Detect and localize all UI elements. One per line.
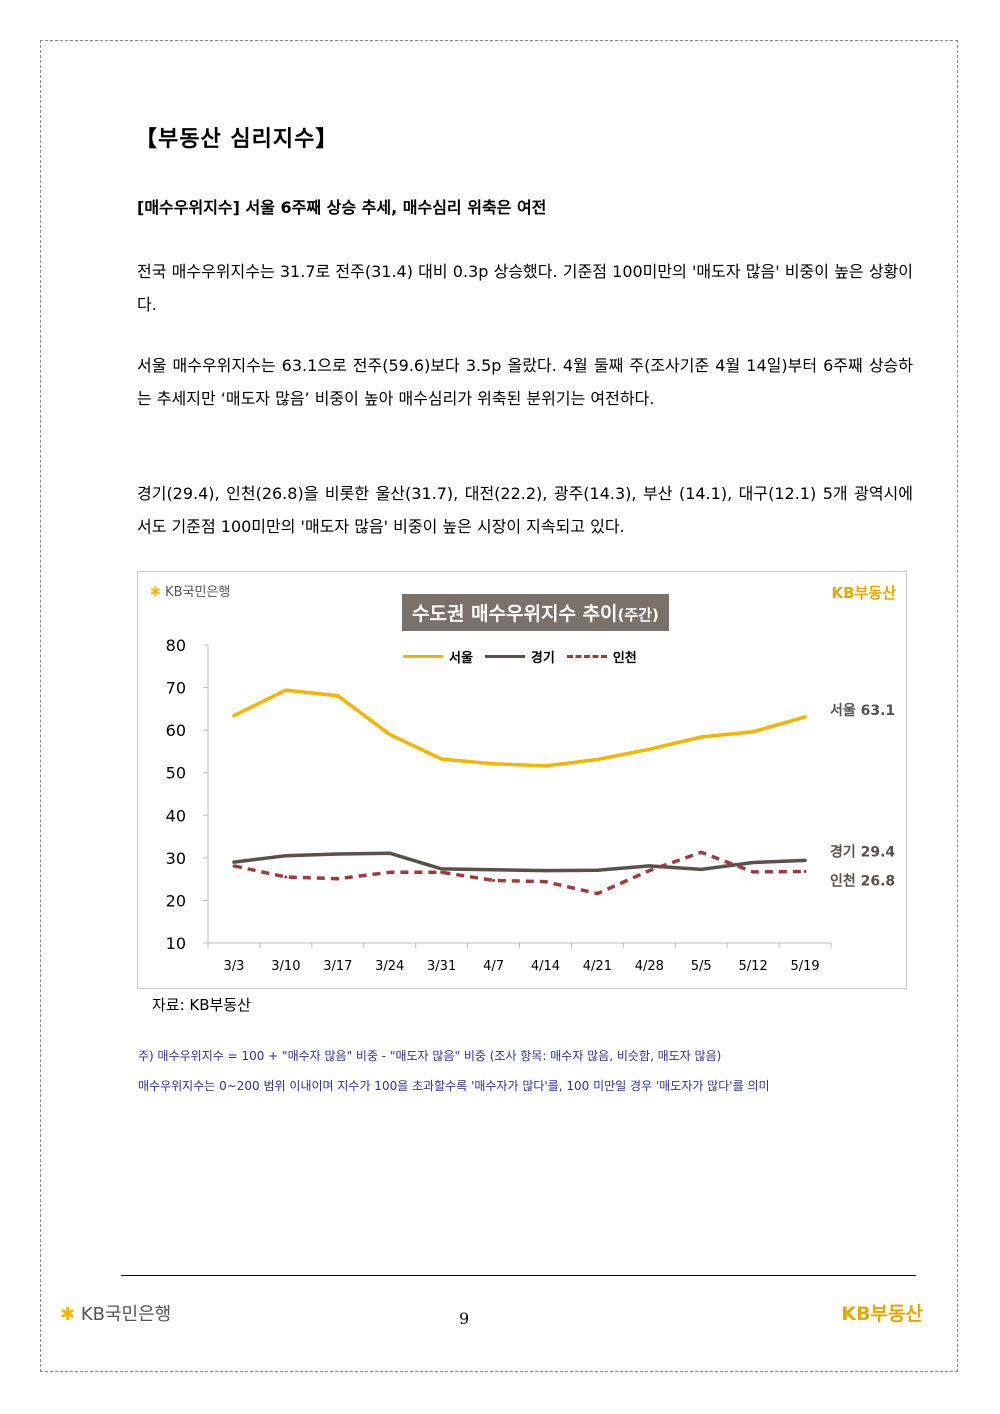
x-tick-label: 3/31 xyxy=(427,959,456,974)
series-point-2 xyxy=(595,892,599,896)
series-point-2 xyxy=(543,880,547,884)
series-point-1 xyxy=(492,868,496,872)
series-point-2 xyxy=(803,869,807,873)
series-end-label-0: 서울 63.1 xyxy=(830,702,895,719)
y-tick-label: 10 xyxy=(166,934,186,953)
chart-container: 10 20 30 40 50 60 70 80 3/3 3/10 3/17 3/24 3/31 4/7 4/… xyxy=(137,571,907,989)
series-point-0 xyxy=(440,757,444,761)
series-point-0 xyxy=(284,688,288,692)
legend-swatch-incheon xyxy=(566,655,607,658)
y-tick-label: 60 xyxy=(166,721,186,740)
chart-title-text: 수도권 매수우위지수 추이 xyxy=(412,603,618,625)
series-point-2 xyxy=(492,878,496,882)
series-line-2 xyxy=(233,850,806,896)
paragraph-national: 전국 매수우위지수는 31.7로 전주(31.4) 대비 0.3p 상승했다. … xyxy=(137,262,913,314)
x-tick-label: 3/3 xyxy=(223,959,244,974)
x-tick-label: 5/12 xyxy=(739,959,768,974)
series-point-0 xyxy=(803,715,807,719)
footnote-range: 매수우위지수는 0~200 범위 이내이며 지수가 100을 초과할수록 '매수… xyxy=(138,1079,770,1093)
series-point-1 xyxy=(232,860,236,864)
series-point-2 xyxy=(440,870,444,874)
legend-swatch-gyeonggi xyxy=(484,655,525,658)
series-point-1 xyxy=(284,854,288,858)
legend-label-incheon: 인천 xyxy=(612,651,637,666)
legend-item-incheon: 인천 xyxy=(566,647,637,666)
x-tick-label: 3/10 xyxy=(271,959,300,974)
kb-star-icon: ✱ xyxy=(60,1304,76,1325)
series-point-1 xyxy=(699,867,703,871)
series-point-2 xyxy=(751,870,755,874)
series-point-1 xyxy=(440,867,444,871)
series-point-2 xyxy=(232,864,236,868)
series-end-label-1: 경기 29.4 xyxy=(830,843,895,860)
x-tick-label: 4/7 xyxy=(483,959,504,974)
x-tick-label: 5/5 xyxy=(691,959,712,974)
legend-item-gyeonggi: 경기 xyxy=(484,647,555,666)
series-point-0 xyxy=(699,735,703,739)
series-point-0 xyxy=(751,730,755,734)
series-point-2 xyxy=(388,870,392,874)
chart-title: 수도권 매수우위지수 추이(주간) xyxy=(402,594,669,631)
series-line-0 xyxy=(232,688,807,768)
x-tick-label: 4/28 xyxy=(635,959,664,974)
y-tick-label: 50 xyxy=(166,764,186,783)
footnote-formula: 주) 매수우위지수 = 100 + "매수자 많음" 비중 - "매도자 많음"… xyxy=(138,1049,722,1063)
series-point-1 xyxy=(336,852,340,856)
headline: [매수우위지수] 서울 6주째 상승 추세, 매수심리 위축은 여전 xyxy=(137,198,547,217)
x-tick-label: 3/17 xyxy=(323,959,352,974)
source-note: 자료: KB부동산 xyxy=(152,996,251,1014)
series-point-2 xyxy=(699,850,703,854)
page-number: 9 xyxy=(459,1309,470,1328)
series-point-0 xyxy=(543,764,547,768)
footer-kb-bank-logo: ✱ KB국민은행 xyxy=(60,1300,171,1326)
chart-subtitle: (주간) xyxy=(617,606,659,624)
paragraph-seoul: 서울 매수우위지수는 63.1으로 전주(59.6)보다 3.5p 올랐다. 4… xyxy=(137,356,913,408)
series-point-1 xyxy=(803,858,807,862)
series-point-0 xyxy=(232,714,236,718)
series-point-2 xyxy=(336,877,340,881)
x-tick-label: 4/14 xyxy=(531,959,560,974)
series-point-1 xyxy=(388,851,392,855)
series-line-1 xyxy=(232,851,807,873)
series-point-0 xyxy=(336,694,340,698)
series-end-label-2: 인천 26.8 xyxy=(830,872,895,889)
footer-divider xyxy=(121,1275,916,1276)
y-tick-label: 40 xyxy=(166,806,186,825)
series-point-0 xyxy=(647,747,651,751)
footer-kb-realty-logo: KB부동산 xyxy=(841,1303,923,1325)
x-tick-label: 3/24 xyxy=(375,959,404,974)
y-tick-label: 70 xyxy=(166,679,186,698)
series-point-0 xyxy=(388,732,392,736)
series-point-1 xyxy=(751,861,755,865)
page-border xyxy=(40,40,958,1372)
paragraph-regions: 경기(29.4), 인천(26.8)을 비롯한 울산(31.7), 대전(22.… xyxy=(137,484,913,536)
y-tick-label: 80 xyxy=(166,636,186,655)
legend-item-seoul: 서울 xyxy=(403,647,473,666)
legend-swatch-seoul xyxy=(403,655,443,658)
legend-label-gyeonggi: 경기 xyxy=(530,651,555,666)
series-point-2 xyxy=(284,875,288,879)
legend-label-seoul: 서울 xyxy=(449,651,473,666)
footer-kb-bank-logo-text: KB국민은행 xyxy=(80,1304,172,1325)
line-chart: 10 20 30 40 50 60 70 80 3/3 3/10 3/17 3/24 3/31 4/7 4/… xyxy=(166,636,896,974)
chart-kb-bank-logo: ✱ KB국민은행 xyxy=(150,581,230,600)
kb-star-icon: ✱ xyxy=(150,585,161,600)
series-point-0 xyxy=(595,758,599,762)
series-point-1 xyxy=(543,869,547,873)
y-tick-label: 30 xyxy=(166,849,186,868)
series-point-0 xyxy=(492,762,496,766)
x-tick-label: 5/19 xyxy=(790,959,819,974)
section-title: 【부동산 심리지수】 xyxy=(135,127,339,152)
chart-kb-realty-logo: KB부동산 xyxy=(831,584,896,602)
x-tick-label: 4/21 xyxy=(583,959,612,974)
series-point-1 xyxy=(595,868,599,872)
series-point-2 xyxy=(647,869,651,873)
series-point-1 xyxy=(647,864,651,868)
y-tick-label: 20 xyxy=(166,891,186,910)
chart-legend: 서울 경기 인천 xyxy=(403,647,637,666)
chart-kb-bank-logo-text: KB국민은행 xyxy=(165,585,231,600)
